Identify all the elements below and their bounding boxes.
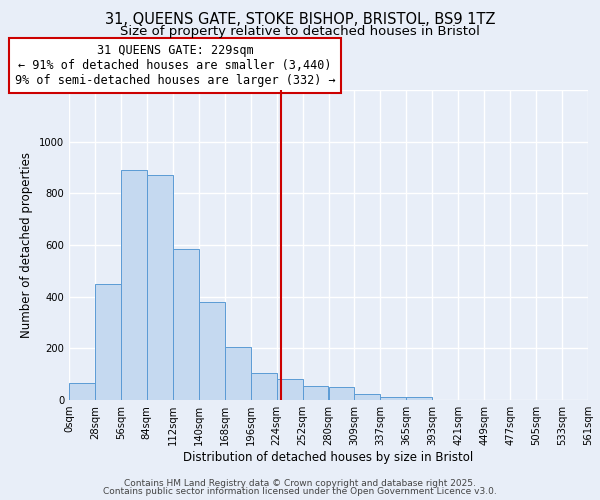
Bar <box>95 284 121 400</box>
Y-axis label: Number of detached properties: Number of detached properties <box>20 152 34 338</box>
Bar <box>173 249 199 400</box>
Text: 31 QUEENS GATE: 229sqm
← 91% of detached houses are smaller (3,440)
9% of semi-d: 31 QUEENS GATE: 229sqm ← 91% of detached… <box>15 44 335 87</box>
Bar <box>406 398 432 400</box>
Bar <box>199 302 224 400</box>
Bar <box>329 387 355 400</box>
X-axis label: Distribution of detached houses by size in Bristol: Distribution of detached houses by size … <box>184 451 473 464</box>
Bar <box>355 394 380 400</box>
Bar <box>69 383 95 400</box>
Text: Contains public sector information licensed under the Open Government Licence v3: Contains public sector information licen… <box>103 487 497 496</box>
Text: 31, QUEENS GATE, STOKE BISHOP, BRISTOL, BS9 1TZ: 31, QUEENS GATE, STOKE BISHOP, BRISTOL, … <box>105 12 495 28</box>
Bar <box>224 347 251 400</box>
Text: Contains HM Land Registry data © Crown copyright and database right 2025.: Contains HM Land Registry data © Crown c… <box>124 478 476 488</box>
Bar <box>147 175 173 400</box>
Text: Size of property relative to detached houses in Bristol: Size of property relative to detached ho… <box>120 25 480 38</box>
Bar <box>251 373 277 400</box>
Bar <box>380 398 406 400</box>
Bar <box>302 386 329 400</box>
Bar <box>121 170 147 400</box>
Bar <box>277 380 302 400</box>
